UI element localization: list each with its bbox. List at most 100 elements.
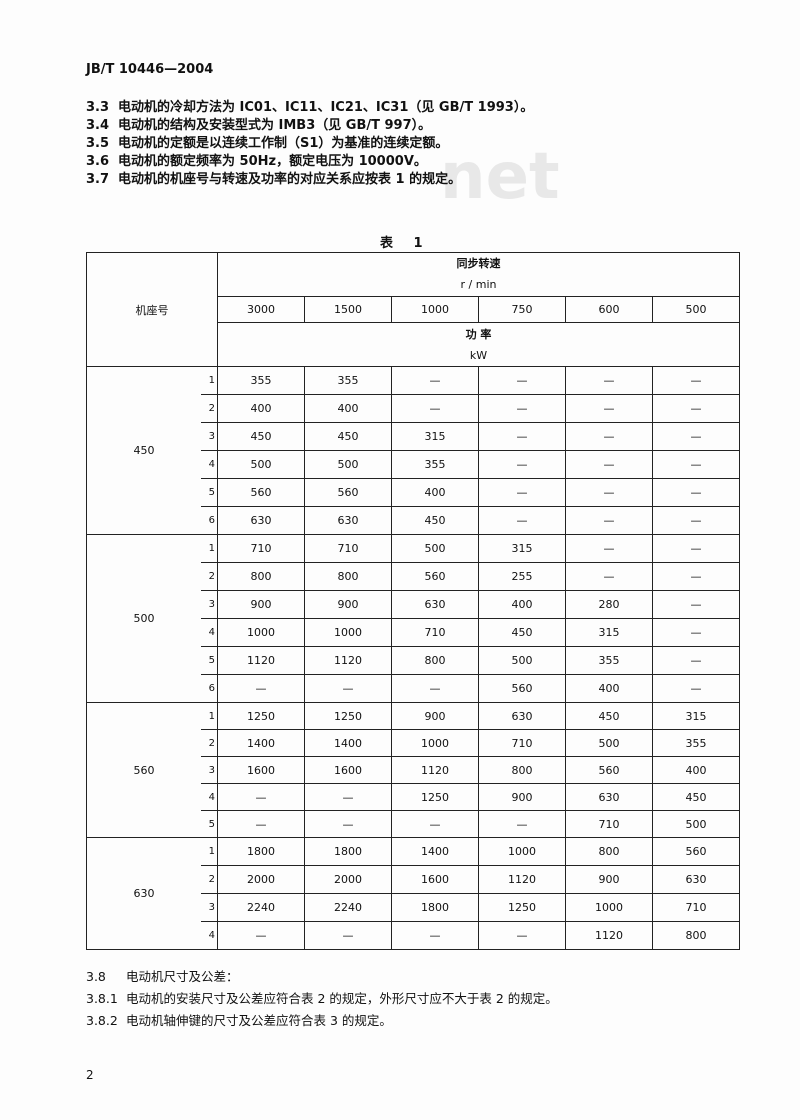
- power-cell: 450: [391, 506, 479, 535]
- power-cell: 1120: [217, 646, 305, 675]
- power-cell: —: [391, 394, 479, 423]
- clause-number: 3.4: [86, 118, 110, 133]
- table-row: 2 400 400— — — —: [87, 394, 740, 423]
- power-cell: 1250: [391, 783, 479, 811]
- power-cell: —: [652, 590, 740, 619]
- power-cell: 630: [652, 865, 740, 894]
- power-cell: 500: [478, 646, 566, 675]
- power-cell: —: [478, 450, 566, 479]
- table-row: 4 1000 1000 710 450 315—: [87, 618, 740, 647]
- sub-number: 2: [201, 865, 218, 894]
- power-cell: —: [478, 506, 566, 535]
- sub-number: 1: [201, 534, 218, 563]
- power-cell: 500: [652, 810, 740, 838]
- power-cell: —: [652, 646, 740, 675]
- power-cell: 2240: [304, 893, 392, 922]
- power-cell: 560: [652, 837, 740, 866]
- power-cell: 560: [478, 674, 566, 703]
- power-cell: —: [391, 810, 479, 838]
- power-cell: —: [217, 810, 305, 838]
- power-cell: 800: [652, 921, 740, 950]
- power-cell: 355: [217, 366, 305, 395]
- table-row: 4— —1250 900 630 450: [87, 783, 740, 811]
- clause: 3.6 电动机的额定频率为 50Hz，额定电压为 10000V。: [86, 150, 427, 169]
- power-cell: —: [304, 674, 392, 703]
- speed-cell: 1500: [304, 296, 392, 323]
- table-row: 560 1 1250 1250 900 630 450 315: [86, 702, 740, 838]
- table-row: 6 630 630 450— — —: [87, 506, 740, 535]
- power-cell: —: [217, 674, 305, 703]
- power-cell: 500: [217, 450, 305, 479]
- speed-cell: 500: [652, 296, 740, 323]
- power-cell: 355: [391, 450, 479, 479]
- sub-number: 5: [201, 646, 218, 675]
- power-cell: 900: [304, 590, 392, 619]
- frame-speed-power-table: 机座号 同步转速 r / min 3000 1500 1000 750 600 500 功…: [86, 252, 740, 950]
- power-cell: 630: [391, 590, 479, 619]
- clause-number: 3.6: [86, 154, 110, 169]
- clause: 3.7 电动机的机座号与转速及功率的对应关系应按表 1 的规定。: [86, 168, 461, 187]
- clause: 3.8.1 电动机的安装尺寸及公差应符合表 2 的规定，外形尺寸应不大于表 2 的…: [86, 988, 558, 1007]
- power-cell: —: [478, 921, 566, 950]
- power-cell: 450: [217, 422, 305, 451]
- sub-number: 6: [201, 506, 218, 535]
- power-cell: 1250: [304, 702, 392, 730]
- sub-number: 3: [201, 590, 218, 619]
- clause-text: 电动机的冷却方法为 IC01、IC11、IC21、IC31（见 GB/T 199…: [118, 100, 534, 115]
- clause-number: 3.8: [86, 969, 106, 984]
- power-cell: 355: [565, 646, 653, 675]
- speed-cell: 1000: [391, 296, 479, 323]
- power-cell: —: [478, 810, 566, 838]
- sub-number: 1: [201, 366, 218, 395]
- power-cell: —: [478, 422, 566, 451]
- power-cell: 1120: [565, 921, 653, 950]
- sub-number: 4: [201, 783, 218, 811]
- power-cell: 1400: [304, 729, 392, 757]
- power-cell: 710: [304, 534, 392, 563]
- power-cell: —: [565, 506, 653, 535]
- table-row: 4— — — —1120 800: [87, 921, 740, 950]
- power-cell: —: [565, 478, 653, 507]
- power-cell: 500: [565, 729, 653, 757]
- speed-cell: 750: [478, 296, 566, 323]
- frame-number: 500: [86, 534, 201, 703]
- sub-number: 2: [201, 729, 218, 757]
- power-cell: 800: [304, 562, 392, 591]
- power-cell: 900: [478, 783, 566, 811]
- power-cell: 1800: [304, 837, 392, 866]
- clause-text: 电动机尺寸及公差：: [126, 969, 239, 984]
- power-cell: 450: [652, 783, 740, 811]
- power-cell: —: [217, 783, 305, 811]
- power-cell: 900: [391, 702, 479, 730]
- power-cell: 710: [652, 893, 740, 922]
- power-cell: 400: [478, 590, 566, 619]
- power-cell: 500: [391, 534, 479, 563]
- power-cell: —: [478, 478, 566, 507]
- power-cell: —: [652, 506, 740, 535]
- power-cell: 355: [652, 729, 740, 757]
- power-cell: 560: [565, 756, 653, 784]
- power-cell: 400: [304, 394, 392, 423]
- power-cell: —: [391, 921, 479, 950]
- speed-cell: 600: [565, 296, 653, 323]
- clause-number: 3.5: [86, 136, 110, 151]
- clause: 3.8.2 电动机轴伸键的尺寸及公差应符合表 3 的规定。: [86, 1010, 392, 1029]
- power-cell: —: [565, 366, 653, 395]
- power-cell: —: [304, 810, 392, 838]
- power-cell: —: [565, 394, 653, 423]
- power-cell: 1000: [217, 618, 305, 647]
- clause: 3.5 电动机的定额是以连续工作制（S1）为基准的连续定额。: [86, 132, 448, 151]
- sub-number: 5: [201, 478, 218, 507]
- table-row: 3 1600 1600 1120 800 560 400: [87, 756, 740, 784]
- sub-number: 1: [201, 837, 218, 866]
- power-cell: 255: [478, 562, 566, 591]
- power-cell: 500: [304, 450, 392, 479]
- sub-number: 1: [201, 702, 218, 730]
- power-cell: 400: [391, 478, 479, 507]
- power-cell: —: [565, 562, 653, 591]
- frame-header: 机座号: [86, 252, 218, 367]
- power-cell: 1250: [478, 893, 566, 922]
- power-cell: 315: [565, 618, 653, 647]
- power-cell: 710: [391, 618, 479, 647]
- power-cell: 450: [304, 422, 392, 451]
